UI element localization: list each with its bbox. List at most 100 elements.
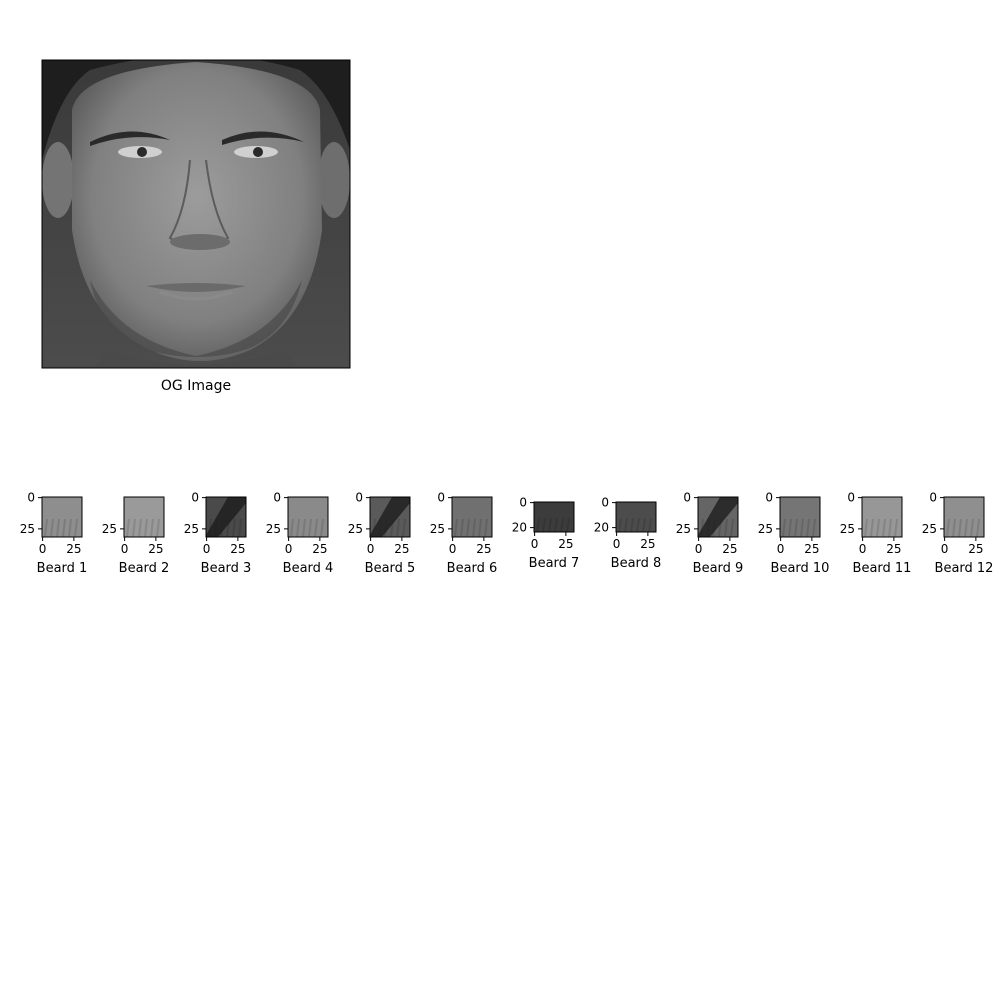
beard-patch-4: 0 25 0 25 Beard 4 xyxy=(266,491,334,576)
beard-patch-8: 0 25 0 20 Beard 8 xyxy=(594,496,662,571)
x-tick-label: 25 xyxy=(886,542,901,556)
beard-patch-image xyxy=(42,497,82,537)
og-image-frame xyxy=(41,59,351,369)
x-tick-label: 0 xyxy=(121,542,129,556)
patch-frame xyxy=(861,496,903,538)
y-tick-label: 20 xyxy=(594,521,609,535)
y-tick-label: 25 xyxy=(840,522,855,536)
beard-patch-image xyxy=(534,502,574,532)
patch-frame xyxy=(943,496,985,538)
x-tick-label: 25 xyxy=(558,537,573,551)
y-tick-label: 0 xyxy=(765,491,773,505)
patch-frame xyxy=(779,496,821,538)
beard-patch-image xyxy=(370,497,410,537)
patch-frame xyxy=(41,496,83,538)
beard-patch-caption: Beard 11 xyxy=(853,561,912,576)
dark-band xyxy=(698,497,738,537)
x-tick-label: 0 xyxy=(695,542,703,556)
y-tick-label: 25 xyxy=(102,522,117,536)
og-image-caption: OG Image xyxy=(161,378,231,394)
y-tick-label: 25 xyxy=(20,522,35,536)
beard-patch-10: 0 25 0 25 Beard 10 xyxy=(758,491,830,576)
patch-frame xyxy=(697,496,739,538)
beard-patch-caption: Beard 1 xyxy=(37,561,88,576)
x-tick-label: 0 xyxy=(941,542,949,556)
y-tick-label: 25 xyxy=(922,522,937,536)
beard-patch-6: 0 25 0 25 Beard 6 xyxy=(430,491,498,576)
beard-patch-caption: Beard 12 xyxy=(935,561,994,576)
beard-patch-image xyxy=(452,497,492,537)
x-tick-label: 0 xyxy=(203,542,211,556)
beard-patch-caption: Beard 2 xyxy=(119,561,170,576)
beard-patch-image xyxy=(862,497,902,537)
beard-patch-11: 0 25 0 25 Beard 11 xyxy=(840,491,912,576)
beard-patch-image xyxy=(288,497,328,537)
beard-patch-caption: Beard 8 xyxy=(611,556,662,571)
x-tick-label: 25 xyxy=(722,542,737,556)
og-image-panel: OG Image xyxy=(41,59,351,394)
beard-patch-image xyxy=(616,502,656,532)
beard-patch-image xyxy=(124,497,164,537)
x-tick-label: 25 xyxy=(230,542,245,556)
patch-frame xyxy=(533,501,575,533)
beard-patch-image xyxy=(944,497,984,537)
x-tick-label: 0 xyxy=(777,542,785,556)
y-tick-label: 0 xyxy=(929,491,937,505)
x-tick-label: 25 xyxy=(476,542,491,556)
beard-patch-image xyxy=(206,497,246,537)
x-tick-label: 0 xyxy=(531,537,539,551)
x-tick-label: 0 xyxy=(613,537,621,551)
x-tick-label: 25 xyxy=(804,542,819,556)
y-tick-label: 0 xyxy=(437,491,445,505)
beard-patch-3: 0 25 0 25 Beard 3 xyxy=(184,491,252,576)
beard-patch-5: 0 25 0 25 Beard 5 xyxy=(348,491,416,576)
y-tick-label: 0 xyxy=(519,496,527,510)
patch-frame xyxy=(369,496,411,538)
beard-patch-7: 0 25 0 20 Beard 7 xyxy=(512,496,580,571)
y-tick-label: 25 xyxy=(348,522,363,536)
beard-patch-caption: Beard 4 xyxy=(283,561,334,576)
x-tick-label: 25 xyxy=(66,542,81,556)
x-tick-label: 0 xyxy=(367,542,375,556)
beard-patch-image xyxy=(780,497,820,537)
x-tick-label: 0 xyxy=(285,542,293,556)
beard-patch-caption: Beard 9 xyxy=(693,561,744,576)
dark-band xyxy=(370,497,410,537)
y-tick-label: 25 xyxy=(184,522,199,536)
patch-frame xyxy=(451,496,493,538)
patch-frame xyxy=(615,501,657,533)
x-tick-label: 25 xyxy=(968,542,983,556)
y-tick-label: 25 xyxy=(758,522,773,536)
patch-frame xyxy=(205,496,247,538)
y-tick-label: 25 xyxy=(266,522,281,536)
y-tick-label: 0 xyxy=(683,491,691,505)
y-tick-label: 25 xyxy=(430,522,445,536)
beard-patch-9: 0 25 0 25 Beard 9 xyxy=(676,491,744,576)
x-tick-label: 25 xyxy=(394,542,409,556)
beard-patch-12: 0 25 0 25 Beard 12 xyxy=(922,491,994,576)
y-tick-label: 0 xyxy=(601,496,609,510)
x-tick-label: 25 xyxy=(640,537,655,551)
y-tick-label: 0 xyxy=(27,491,35,505)
y-tick-label: 20 xyxy=(512,521,527,535)
y-tick-label: 0 xyxy=(273,491,281,505)
x-tick-label: 0 xyxy=(39,542,47,556)
face-photo xyxy=(42,60,350,368)
x-tick-label: 25 xyxy=(312,542,327,556)
x-tick-label: 0 xyxy=(859,542,867,556)
beard-patch-caption: Beard 6 xyxy=(447,561,498,576)
beard-patch-1: 0 25 0 25 Beard 1 xyxy=(20,491,88,576)
beard-patch-caption: Beard 3 xyxy=(201,561,252,576)
x-tick-label: 0 xyxy=(449,542,457,556)
beard-patch-caption: Beard 5 xyxy=(365,561,416,576)
beard-patch-2: 0 25 25 Beard 2 xyxy=(102,496,170,576)
beard-patch-image xyxy=(698,497,738,537)
patch-frame xyxy=(287,496,329,538)
patch-frame xyxy=(123,496,165,538)
beard-patch-caption: Beard 10 xyxy=(771,561,830,576)
y-tick-label: 0 xyxy=(847,491,855,505)
dark-band xyxy=(206,497,246,537)
y-tick-label: 0 xyxy=(191,491,199,505)
